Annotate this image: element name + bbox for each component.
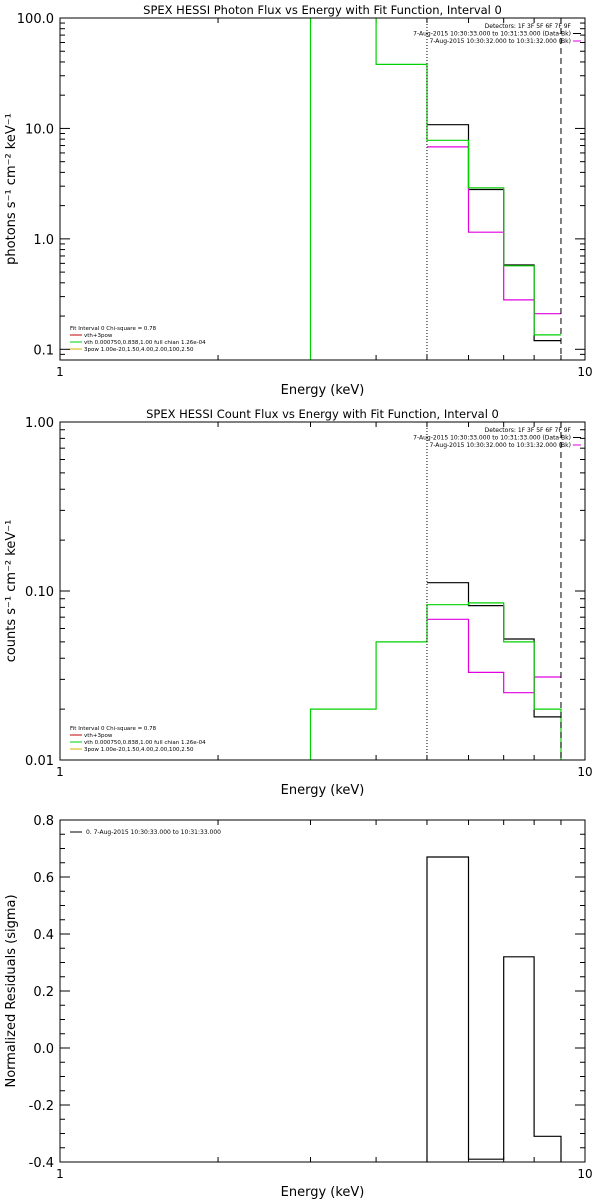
y-tick-label: 1.0 <box>33 233 54 248</box>
fit-legend-label: vth+3pow <box>84 333 113 339</box>
fit-legend-label: vth 0.000750,0.838,1.00 full chian 1.26e… <box>84 740 206 746</box>
chart-panel-photon: SPEX HESSI Photon Flux vs Energy with Fi… <box>4 3 593 398</box>
x-tick-label: 1 <box>56 365 64 379</box>
axes-frame <box>59 421 586 761</box>
header-line: 7-Aug-2015 10:30:33.000 to 10:31:33.000 … <box>413 31 571 38</box>
chart-title: SPEX HESSI Count Flux vs Energy with Fit… <box>146 407 499 421</box>
x-tick-label: 10 <box>577 1167 592 1181</box>
y-tick-label: 100.0 <box>17 12 54 27</box>
y-tick-label: 0.2 <box>33 985 54 1000</box>
axes-frame <box>59 819 586 1163</box>
chart-panel-count: SPEX HESSI Count Flux vs Energy with Fit… <box>4 407 593 798</box>
y-tick-label: 0.10 <box>25 585 54 600</box>
fit-legend-label: vth+3pow <box>84 733 113 739</box>
axes-frame <box>59 17 586 361</box>
series-1-line <box>427 146 561 315</box>
header-line: Detectors: 1F 3F 5F 6F 7F 9F <box>485 427 572 434</box>
header-line: 7-Aug-2015 10:30:32.000 to 10:31:32.000 … <box>429 38 571 45</box>
y-axis-label: photons s⁻¹ cm⁻² keV⁻¹ <box>4 113 19 265</box>
y-tick-label: 0.4 <box>33 928 54 943</box>
y-tick-label: -0.4 <box>29 1156 54 1171</box>
series-2-line <box>309 602 562 760</box>
y-tick-label: 0.0 <box>33 1042 54 1057</box>
fit-info-line: Fit Interval 0 Chi-square = 0.78 <box>70 326 157 332</box>
x-tick-label: 1 <box>56 765 64 779</box>
fit-legend-label: 3pow 1.00e-20,1.50,4.00,2.00,100,2.50 <box>84 347 194 353</box>
x-tick-label: 10 <box>577 365 592 379</box>
y-tick-label: 0.6 <box>33 871 54 886</box>
y-axis-label: Normalized Residuals (sigma) <box>4 894 19 1087</box>
y-tick-label: 1.00 <box>25 416 54 431</box>
y-tick-label: 0.01 <box>25 754 54 769</box>
x-tick-label: 1 <box>56 1167 64 1181</box>
header-line: 7-Aug-2015 10:30:32.000 to 10:31:32.000 … <box>429 442 571 449</box>
header-line: Detectors: 1F 3F 5F 6F 7F 9F <box>485 23 572 30</box>
series-0-line <box>426 856 562 1162</box>
plot-area <box>309 582 562 760</box>
x-axis-label: Energy (keV) <box>281 383 365 398</box>
y-tick-label: 0.8 <box>33 814 54 829</box>
fit-legend-label: vth 0.000750,0.838,1.00 full chian 1.26e… <box>84 340 206 346</box>
y-tick-label: 0.1 <box>33 343 54 358</box>
y-tick-label: 10.0 <box>25 122 54 137</box>
plot-area <box>309 18 561 360</box>
header-line: 7-Aug-2015 10:30:33.000 to 10:31:33.000 … <box>413 435 571 442</box>
x-tick-label: 10 <box>577 765 592 779</box>
residual-legend-label: 0. 7-Aug-2015 10:30:33.000 to 10:31:33.0… <box>86 829 221 836</box>
series-1-line <box>427 618 561 694</box>
x-axis-label: Energy (keV) <box>281 1185 365 1200</box>
x-axis-label: Energy (keV) <box>281 783 365 798</box>
series-2-line <box>309 18 561 360</box>
fit-legend-label: 3pow 1.00e-20,1.50,4.00,2.00,100,2.50 <box>84 747 194 753</box>
fit-info-line: Fit Interval 0 Chi-square = 0.78 <box>70 726 157 732</box>
y-axis-label: counts s⁻¹ cm⁻² keV⁻¹ <box>4 520 19 663</box>
plot-area <box>426 856 562 1162</box>
y-tick-label: -0.2 <box>29 1099 54 1114</box>
chart-title: SPEX HESSI Photon Flux vs Energy with Fi… <box>143 3 502 17</box>
chart-panel-resid: 1 10 Energy (keV) -0.4 -0.2 0.0 0.2 0.4 0.6 0.8 No… <box>4 814 593 1200</box>
